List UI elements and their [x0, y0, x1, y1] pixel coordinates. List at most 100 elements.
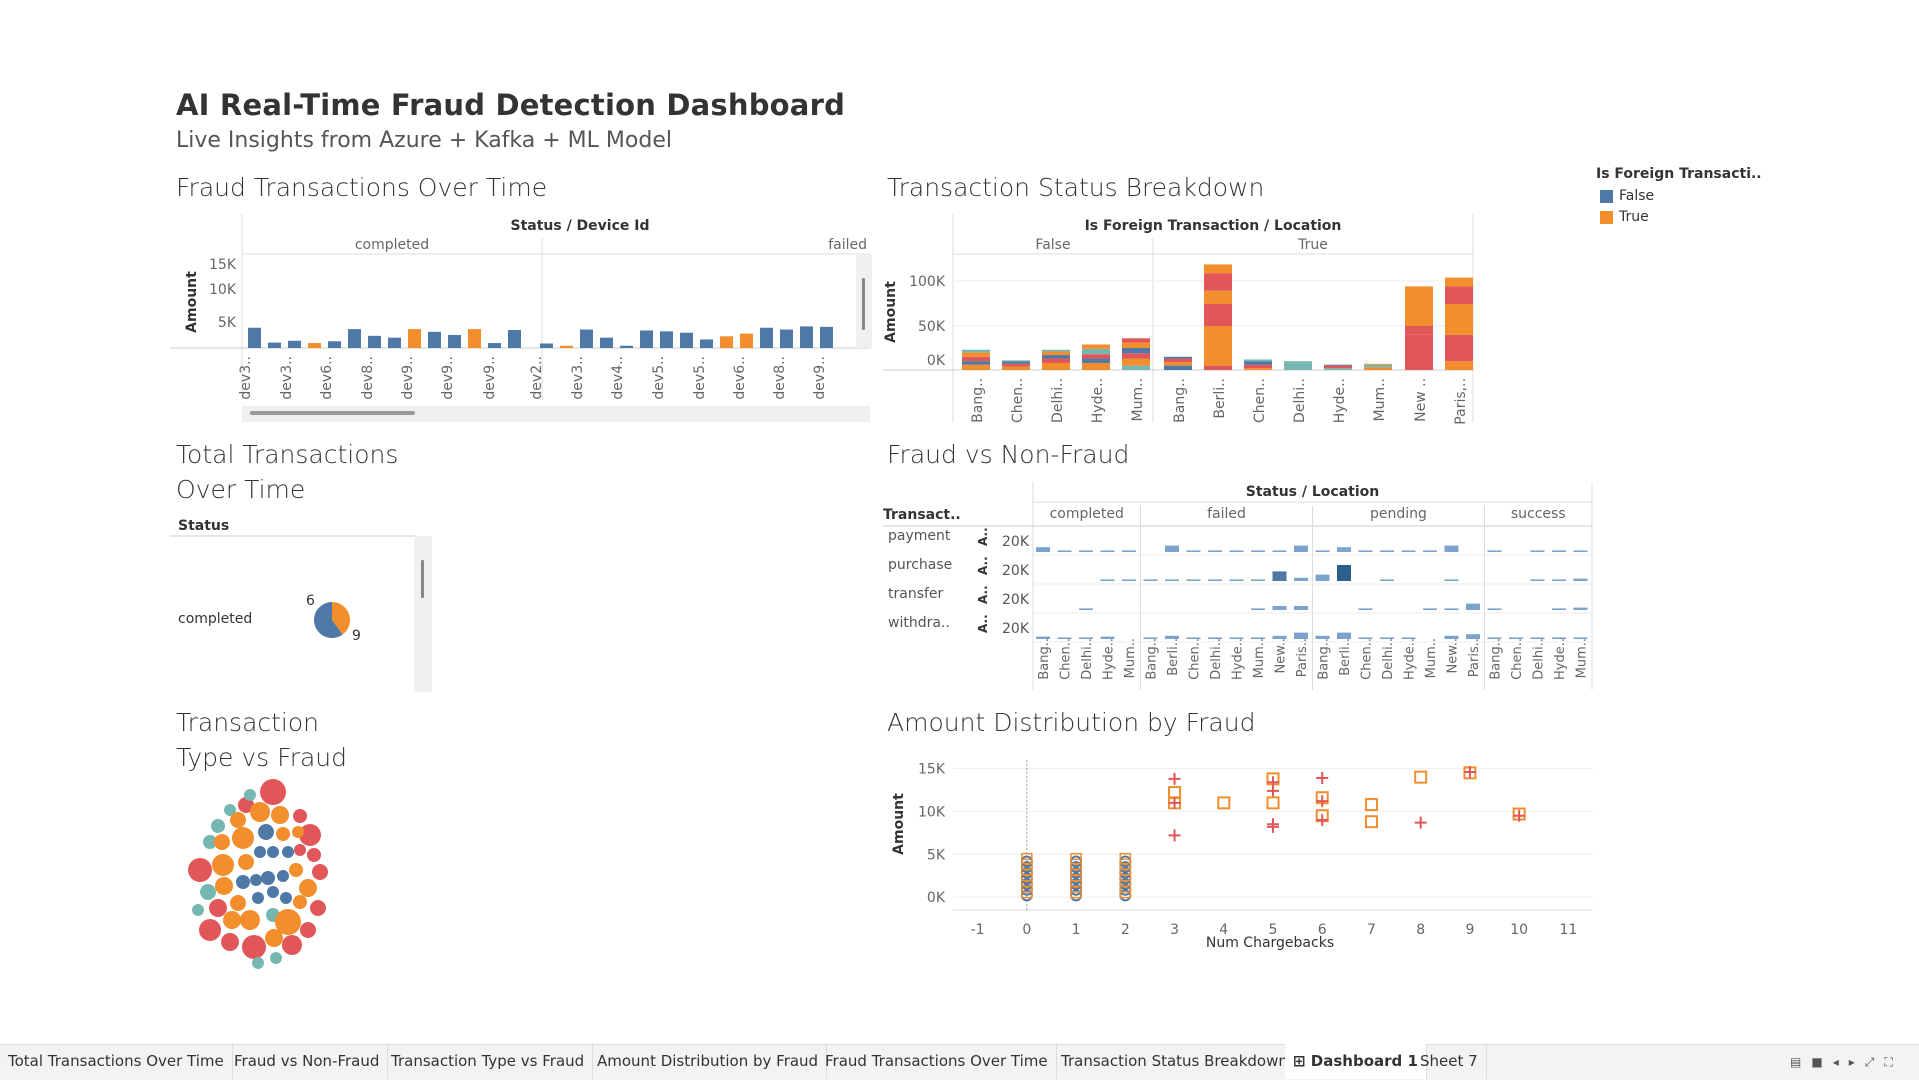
- amount-distribution-point[interactable]: [1266, 796, 1280, 810]
- status-breakdown-bar-segment[interactable]: [1324, 368, 1352, 370]
- fraud-vs-nonfraud-bar[interactable]: [1143, 579, 1158, 581]
- amount-distribution-point[interactable]: [1463, 766, 1476, 778]
- status-breakdown-bar-segment[interactable]: [1164, 358, 1192, 363]
- status-breakdown-bar-segment[interactable]: [1122, 358, 1150, 366]
- fraud-vs-nonfraud-bar[interactable]: [1315, 550, 1330, 552]
- status-breakdown-bar-segment[interactable]: [962, 352, 990, 357]
- legend-item-true[interactable]: True: [1600, 209, 1649, 225]
- fullscreen-icon[interactable]: ⛶: [1884, 1055, 1893, 1069]
- fraud-over-time-chart[interactable]: Status / Device Id completed failed Amou…: [170, 210, 875, 425]
- type-vs-fraud-bubble[interactable]: [277, 870, 289, 882]
- status-breakdown-bar-segment[interactable]: [1204, 290, 1232, 304]
- sheet-sorter-icon[interactable]: ▤: [1790, 1055, 1802, 1069]
- fraud-vs-nonfraud-bar[interactable]: [1122, 579, 1136, 581]
- fraud-vs-nonfraud-bar[interactable]: [1401, 637, 1416, 639]
- type-vs-fraud-bubble[interactable]: [192, 904, 204, 916]
- type-vs-fraud-bubble[interactable]: [230, 812, 246, 828]
- fraud-vs-nonfraud-bar[interactable]: [1423, 608, 1437, 610]
- type-vs-fraud-bubble[interactable]: [294, 844, 306, 856]
- fraud-vs-nonfraud-bar[interactable]: [1251, 579, 1265, 581]
- status-breakdown-bar-segment[interactable]: [1364, 364, 1392, 368]
- type-vs-fraud-bubble[interactable]: [199, 919, 221, 941]
- status-breakdown-bar-segment[interactable]: [1244, 359, 1272, 362]
- status-breakdown-bar-segment[interactable]: [962, 349, 990, 353]
- fraud-over-time-bar[interactable]: [368, 335, 381, 348]
- fraud-vs-nonfraud-bar[interactable]: [1466, 603, 1480, 610]
- type-vs-fraud-bubble[interactable]: [299, 879, 317, 897]
- fraud-over-time-bar[interactable]: [660, 331, 673, 348]
- status-breakdown-bar-segment[interactable]: [1244, 364, 1272, 369]
- status-breakdown-bar-segment[interactable]: [1405, 348, 1433, 370]
- fraud-vs-nonfraud-bar[interactable]: [1401, 550, 1416, 552]
- fraud-vs-nonfraud-bar[interactable]: [1272, 550, 1287, 552]
- type-vs-fraud-bubble[interactable]: [293, 809, 307, 823]
- amount-distribution-point[interactable]: [1267, 820, 1279, 833]
- fraud-vs-nonfraud-bar[interactable]: [1294, 606, 1308, 610]
- fraud-over-time-bar[interactable]: [560, 345, 573, 348]
- filmstrip-icon[interactable]: ■: [1811, 1055, 1823, 1069]
- fraud-over-time-bar[interactable]: [740, 333, 753, 348]
- status-breakdown-bar-segment[interactable]: [1122, 348, 1150, 354]
- type-vs-fraud-bubble[interactable]: [215, 877, 233, 895]
- status-breakdown-bar-segment[interactable]: [1042, 355, 1070, 359]
- status-breakdown-bar-segment[interactable]: [1364, 363, 1392, 365]
- type-vs-fraud-bubble[interactable]: [244, 789, 256, 801]
- fraud-vs-nonfraud-chart[interactable]: Transact.. Status / Location completed Ban…: [883, 478, 1603, 696]
- fraud-vs-nonfraud-bar[interactable]: [1487, 608, 1502, 610]
- status-breakdown-bar-segment[interactable]: [1405, 286, 1433, 326]
- type-vs-fraud-bubble[interactable]: [221, 933, 239, 951]
- fraud-vs-nonfraud-bar[interactable]: [1358, 550, 1373, 552]
- type-vs-fraud-bubble[interactable]: [254, 846, 266, 858]
- fraud-over-time-vscroll-thumb[interactable]: [862, 278, 865, 330]
- amount-distribution-point[interactable]: [1267, 784, 1279, 797]
- status-breakdown-bar-segment[interactable]: [1244, 361, 1272, 365]
- fraud-over-time-bar[interactable]: [640, 330, 653, 348]
- amount-distribution-point[interactable]: [1316, 772, 1329, 784]
- fraud-vs-nonfraud-bar[interactable]: [1165, 635, 1179, 639]
- type-vs-fraud-bubble[interactable]: [250, 802, 270, 822]
- type-vs-fraud-bubble[interactable]: [293, 895, 307, 909]
- total-transactions-pie-slice[interactable]: [332, 602, 350, 635]
- status-breakdown-bar-segment[interactable]: [1002, 361, 1030, 364]
- type-vs-fraud-bubble[interactable]: [261, 871, 275, 885]
- type-vs-fraud-bubble[interactable]: [258, 824, 274, 840]
- fraud-over-time-bar[interactable]: [248, 327, 261, 348]
- type-vs-fraud-bubble[interactable]: [300, 922, 316, 938]
- tab-transaction-status-breakdown[interactable]: Transaction Status Breakdown: [1053, 1044, 1297, 1079]
- fraud-over-time-bar[interactable]: [468, 329, 481, 348]
- fraud-over-time-bar[interactable]: [308, 343, 321, 348]
- tab-dashboard-1[interactable]: ⊞ Dashboard 1: [1285, 1044, 1427, 1079]
- fraud-vs-nonfraud-bar[interactable]: [1229, 579, 1244, 581]
- fraud-over-time-bar[interactable]: [680, 332, 693, 348]
- type-vs-fraud-bubble[interactable]: [203, 835, 217, 849]
- fraud-vs-nonfraud-bar[interactable]: [1444, 579, 1459, 581]
- fraud-over-time-bar[interactable]: [428, 331, 441, 348]
- tab-total-transactions-over-time[interactable]: Total Transactions Over Time: [0, 1044, 233, 1079]
- type-vs-fraud-bubble[interactable]: [209, 899, 227, 917]
- type-vs-fraud-bubble[interactable]: [280, 892, 292, 904]
- fraud-over-time-bar[interactable]: [268, 342, 281, 348]
- tab-amount-distribution-by-fraud[interactable]: Amount Distribution by Fraud: [589, 1044, 828, 1079]
- status-breakdown-bar-segment[interactable]: [1204, 304, 1232, 326]
- status-breakdown-bar-segment[interactable]: [1204, 365, 1232, 370]
- fraud-vs-nonfraud-bar[interactable]: [1057, 550, 1072, 552]
- status-breakdown-bar-segment[interactable]: [1324, 364, 1352, 366]
- amount-distribution-point[interactable]: [1168, 829, 1181, 842]
- total-transactions-pie-slice[interactable]: [314, 602, 343, 638]
- amount-distribution-point[interactable]: [1513, 809, 1526, 822]
- first-sheet-icon[interactable]: ◂: [1832, 1055, 1839, 1069]
- status-breakdown-bar-segment[interactable]: [1042, 358, 1070, 363]
- fraud-vs-nonfraud-bar[interactable]: [1380, 637, 1394, 639]
- status-breakdown-bar-segment[interactable]: [962, 361, 990, 365]
- fraud-vs-nonfraud-bar[interactable]: [1380, 550, 1394, 552]
- status-breakdown-bar-segment[interactable]: [1082, 354, 1110, 359]
- amount-distribution-point[interactable]: [1414, 770, 1428, 784]
- status-breakdown-bar-segment[interactable]: [962, 356, 990, 362]
- status-breakdown-bar-segment[interactable]: [1324, 365, 1352, 369]
- fraud-over-time-bar[interactable]: [760, 327, 773, 348]
- fit-icon[interactable]: ⤢: [1864, 1055, 1875, 1069]
- type-vs-fraud-bubble[interactable]: [200, 884, 216, 900]
- amount-distribution-chart[interactable]: Amount Num Chargebacks 15K 10K 5K 0K -1 0 1 2 3 4…: [883, 740, 1603, 955]
- fraud-vs-nonfraud-bar[interactable]: [1552, 579, 1566, 581]
- fraud-vs-nonfraud-bar[interactable]: [1530, 637, 1545, 639]
